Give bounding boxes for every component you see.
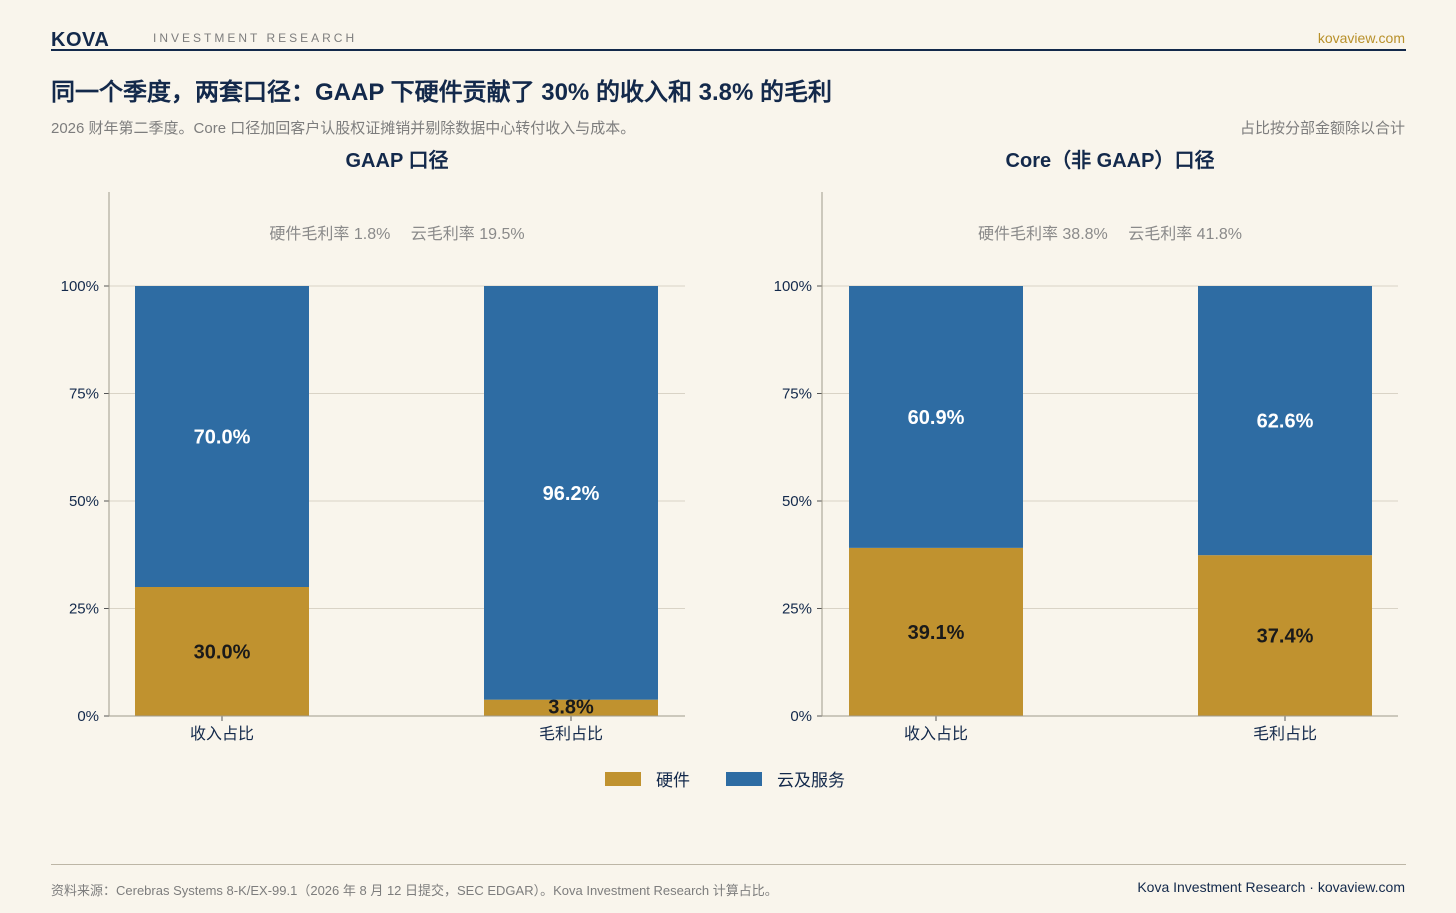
bar-cloud-2 — [484, 286, 658, 700]
value-label-cloud-2: 96.2% — [543, 483, 600, 505]
value-label-cloud-2: 62.6% — [1257, 411, 1314, 433]
header-rule — [51, 49, 1406, 51]
brand-subtitle: INVESTMENT RESEARCH — [153, 31, 358, 45]
value-label-hardware-1: 39.1% — [908, 622, 965, 644]
x-tick-label: 毛利占比 — [1253, 725, 1317, 743]
value-label-cloud-1: 60.9% — [908, 407, 965, 429]
site-link-top[interactable]: kovaview.com — [1317, 30, 1405, 46]
brand-logo: KOVA — [51, 29, 110, 51]
y-tick-label: 100% — [61, 278, 99, 295]
x-tick-label: 毛利占比 — [539, 725, 603, 743]
y-tick-label: 100% — [774, 278, 812, 295]
margin-annotation-2: 硬件毛利率 38.8% 云毛利率 41.8% — [978, 225, 1242, 243]
bar-hardware-1 — [849, 547, 1023, 716]
y-tick-label: 50% — [782, 493, 812, 510]
footer-rule — [51, 864, 1406, 865]
legend-swatch-cloud — [726, 771, 762, 786]
bar-hardware-1 — [135, 587, 309, 716]
value-label-hardware-1: 30.0% — [194, 642, 251, 664]
panel-title-1: GAAP 口径 — [346, 148, 449, 172]
legend-label-hardware: 硬件 — [656, 771, 690, 790]
y-tick-label: 25% — [782, 601, 812, 618]
y-tick-label: 50% — [69, 493, 99, 510]
y-tick-label: 0% — [77, 708, 99, 725]
chart-headline: 同一个季度，两套口径：GAAP 下硬件贡献了 30% 的收入和 3.8% 的毛利 — [51, 79, 832, 106]
value-label-hardware-2: 3.8% — [548, 697, 594, 719]
bar-cloud-2 — [1198, 286, 1372, 556]
x-tick-label: 收入占比 — [190, 725, 254, 743]
y-tick-label: 25% — [69, 601, 99, 618]
legend: 硬件 云及服务 — [605, 766, 881, 791]
legend-swatch-hardware — [605, 771, 641, 786]
x-tick-label: 收入占比 — [904, 725, 968, 743]
footer-credit[interactable]: Kova Investment Research · kovaview.com — [1137, 879, 1405, 895]
bar-hardware-2 — [484, 699, 658, 716]
method-note: 占比按分部金额除以合计 — [1239, 120, 1405, 137]
bar-cloud-1 — [849, 286, 1023, 548]
bar-cloud-1 — [135, 286, 309, 587]
bar-hardware-2 — [1198, 555, 1372, 716]
source-note: 资料来源：Cerebras Systems 8-K/EX-99.1（2026 年… — [51, 883, 778, 898]
value-label-hardware-2: 37.4% — [1257, 626, 1314, 648]
y-tick-label: 75% — [69, 386, 99, 403]
panel-title-2: Core（非 GAAP）口径 — [1006, 148, 1215, 172]
chart-subtitle: 2026 财年第二季度。Core 口径加回客户认股权证摊销并剔除数据中心转付收入… — [51, 120, 636, 137]
y-tick-label: 0% — [790, 708, 812, 725]
legend-item-cloud: 云及服务 — [726, 766, 845, 791]
margin-annotation-1: 硬件毛利率 1.8% 云毛利率 19.5% — [269, 225, 524, 243]
value-label-cloud-1: 70.0% — [194, 427, 251, 449]
legend-label-cloud: 云及服务 — [777, 771, 845, 790]
y-tick-label: 75% — [782, 386, 812, 403]
legend-item-hardware: 硬件 — [605, 766, 690, 791]
